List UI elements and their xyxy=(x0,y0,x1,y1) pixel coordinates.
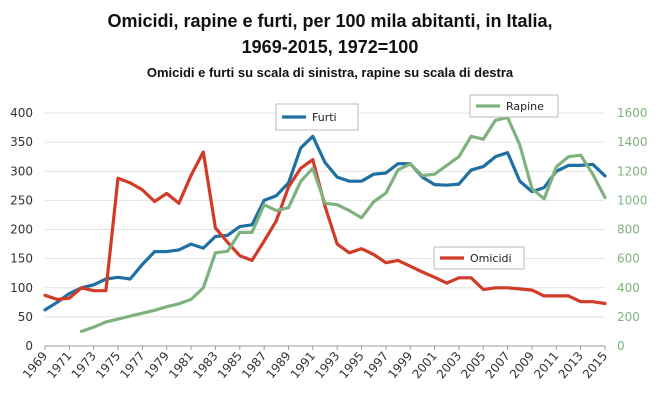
right-tick-label: 1400 xyxy=(617,135,648,149)
x-axis: 1969197119731975197719791981198319851987… xyxy=(20,345,610,381)
x-tick-label: 1999 xyxy=(385,349,415,381)
right-tick-label: 600 xyxy=(617,252,640,266)
x-tick-label: 1991 xyxy=(288,349,318,381)
legend-box xyxy=(469,94,559,118)
left-tick-label: 100 xyxy=(10,281,33,295)
left-tick-label: 200 xyxy=(10,223,33,237)
chart-subtitle: Omicidi e furti su scala di sinistra, ra… xyxy=(147,65,514,80)
left-tick-label: 0 xyxy=(25,339,33,353)
x-tick-label: 1977 xyxy=(117,349,147,381)
x-tick-label: 1979 xyxy=(142,349,172,381)
x-tick-label: 1989 xyxy=(263,349,293,381)
x-tick-label: 1997 xyxy=(361,349,391,381)
left-tick-label: 50 xyxy=(18,310,33,324)
x-tick-label: 2009 xyxy=(507,349,537,381)
left-tick-label: 150 xyxy=(10,252,33,266)
legend-group: Furti Rapine Omicidi xyxy=(275,94,559,270)
x-tick-label: 2003 xyxy=(434,349,464,381)
x-tick-label: 1969 xyxy=(20,349,50,381)
right-tick-label: 1600 xyxy=(617,106,648,120)
legend-furti: Furti xyxy=(275,103,359,131)
legend-label: Rapine xyxy=(506,100,544,113)
right-tick-label: 0 xyxy=(617,339,625,353)
x-tick-label: 1971 xyxy=(44,349,74,381)
chart-title-line1: Omicidi, rapine e furti, per 100 mila ab… xyxy=(107,11,552,31)
left-tick-label: 350 xyxy=(10,135,33,149)
x-tick-label: 1975 xyxy=(93,349,123,381)
legend-rapine: Rapine xyxy=(469,94,559,118)
right-tick-label: 800 xyxy=(617,223,640,237)
x-tick-label: 2015 xyxy=(580,349,610,381)
right-tick-label: 1000 xyxy=(617,193,648,207)
right-axis: 0 200 400 600 800 1000 1200 1400 1600 xyxy=(617,106,648,353)
left-tick-label: 300 xyxy=(10,164,33,178)
right-tick-label: 200 xyxy=(617,310,640,324)
right-tick-label: 400 xyxy=(617,281,640,295)
x-tick-label: 1995 xyxy=(336,349,366,381)
series-line-furti xyxy=(43,134,607,312)
left-tick-label: 250 xyxy=(10,193,33,207)
legend-omicidi: Omicidi xyxy=(433,246,525,270)
x-tick-label: 1987 xyxy=(239,349,269,381)
x-tick-label: 1993 xyxy=(312,349,342,381)
series-group xyxy=(43,115,607,333)
x-tick-label: 1981 xyxy=(166,349,196,381)
left-axis: 0 50 100 150 200 250 300 350 400 xyxy=(10,106,33,353)
left-tick-label: 400 xyxy=(10,106,33,120)
x-tick-label: 2011 xyxy=(531,349,561,381)
series-line-rapine xyxy=(79,115,607,333)
x-tick-label: 1983 xyxy=(190,349,220,381)
legend-label: Furti xyxy=(312,111,337,124)
right-tick-label: 1200 xyxy=(617,164,648,178)
series-line-omicidi xyxy=(43,150,607,306)
legend-box xyxy=(433,246,525,270)
x-tick-label: 1973 xyxy=(69,349,99,381)
x-tick-label: 2001 xyxy=(410,349,440,381)
legend-label: Omicidi xyxy=(470,252,512,265)
x-tick-label: 1985 xyxy=(215,349,245,381)
x-tick-label: 2007 xyxy=(483,349,513,381)
x-tick-label: 2013 xyxy=(556,349,586,381)
x-tick-label: 2005 xyxy=(458,349,488,381)
chart-title-line2: 1969-2015, 1972=100 xyxy=(242,37,419,57)
